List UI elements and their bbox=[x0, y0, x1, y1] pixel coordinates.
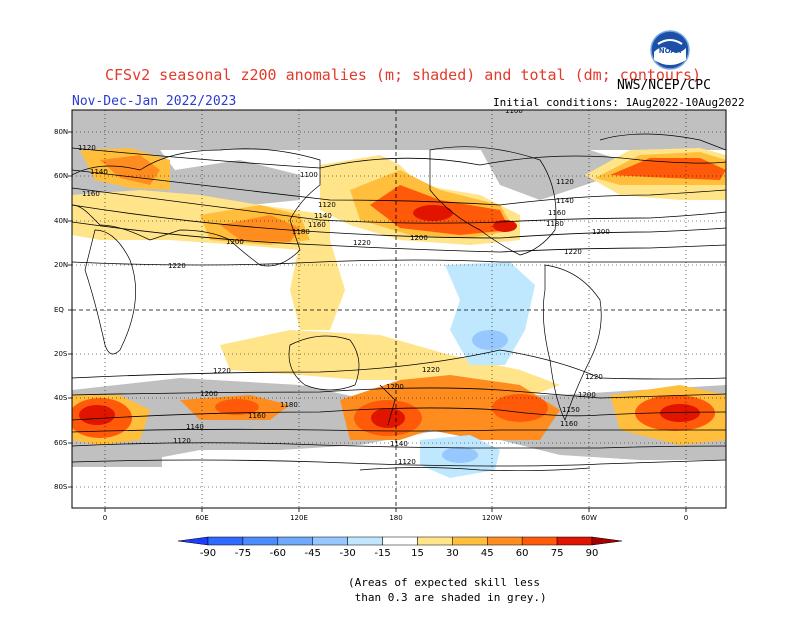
height-contours bbox=[72, 147, 726, 467]
colorbar-segment bbox=[521, 536, 558, 546]
svg-text:1220: 1220 bbox=[585, 373, 603, 381]
svg-text:1120: 1120 bbox=[398, 458, 416, 466]
colorbar-segment bbox=[277, 536, 313, 546]
svg-text:1220: 1220 bbox=[422, 366, 440, 374]
colorbar-max-arrow bbox=[591, 536, 623, 546]
negative-anomalies bbox=[420, 262, 535, 478]
svg-text:1200: 1200 bbox=[410, 234, 428, 242]
svg-text:1220: 1220 bbox=[353, 239, 371, 247]
svg-text:1220: 1220 bbox=[168, 262, 186, 270]
svg-text:1140: 1140 bbox=[314, 212, 332, 220]
lon-tick-0: 0 bbox=[102, 514, 108, 522]
svg-text:1140: 1140 bbox=[186, 423, 204, 431]
svg-text:1160: 1160 bbox=[248, 412, 266, 420]
colorbar-segment bbox=[382, 536, 418, 546]
colorbar-segment bbox=[556, 536, 593, 546]
colorbar-tick-label: 75 bbox=[550, 548, 564, 559]
svg-text:1220: 1220 bbox=[564, 248, 582, 256]
lat-tick-20s: 20S bbox=[54, 350, 68, 358]
svg-text:1180: 1180 bbox=[292, 228, 310, 236]
svg-text:1180: 1180 bbox=[546, 220, 564, 228]
lat-tick-eq: EQ bbox=[54, 306, 64, 314]
svg-text:1160: 1160 bbox=[308, 221, 326, 229]
svg-text:1140: 1140 bbox=[556, 197, 574, 205]
svg-text:1200: 1200 bbox=[386, 383, 404, 391]
colorbar-segment bbox=[242, 536, 279, 546]
contour-labels: 1120 1140 1160 1100 1120 1140 1160 1180 … bbox=[78, 107, 610, 466]
colorbar-segment bbox=[452, 536, 488, 546]
map-frame bbox=[71, 109, 727, 509]
colorbar-tick-label: -45 bbox=[304, 548, 321, 559]
lon-tick-180: 180 bbox=[389, 514, 403, 522]
skill-footnote: (Areas of expected skill less than 0.3 a… bbox=[348, 576, 547, 604]
svg-text:1160: 1160 bbox=[82, 190, 100, 198]
svg-text:1160: 1160 bbox=[560, 420, 578, 428]
colorbar-tick-label: -90 bbox=[199, 548, 217, 559]
svg-text:1120: 1120 bbox=[78, 144, 96, 152]
svg-text:1100: 1100 bbox=[505, 107, 523, 115]
svg-text:1120: 1120 bbox=[173, 437, 191, 445]
colorbar-tick-label: -30 bbox=[339, 548, 356, 559]
lat-tick-80n: 80N bbox=[54, 128, 69, 136]
lat-tick-20n: 20N bbox=[54, 261, 69, 269]
colorbar-segment bbox=[312, 536, 348, 546]
lat-tick-40s: 40S bbox=[54, 394, 68, 402]
svg-text:1160: 1160 bbox=[548, 209, 566, 217]
lon-tick-120w: 120W bbox=[481, 514, 503, 522]
lat-tick-60s: 60S bbox=[54, 439, 68, 447]
initial-conditions: Initial conditions: 1Aug2022-10Aug2022 bbox=[493, 96, 745, 109]
lat-tick-80s: 80S bbox=[54, 483, 68, 491]
colorbar-tick-label: 60 bbox=[515, 548, 529, 559]
axis-ticks bbox=[68, 131, 687, 512]
lon-tick-60w: 60W bbox=[581, 514, 597, 522]
svg-text:1140: 1140 bbox=[90, 168, 108, 176]
colorbar-tick-label: 45 bbox=[480, 548, 494, 559]
svg-text:1120: 1120 bbox=[318, 201, 336, 209]
svg-text:1140: 1140 bbox=[390, 440, 408, 448]
colorbar-tick-label: 15 bbox=[411, 548, 424, 559]
colorbar-segment bbox=[417, 536, 453, 546]
forecast-period: Nov-Dec-Jan 2022/2023 bbox=[72, 94, 237, 109]
colorbar-segment bbox=[347, 536, 383, 546]
colorbar-tick-label: -75 bbox=[234, 548, 252, 559]
svg-text:1180: 1180 bbox=[280, 401, 298, 409]
svg-text:1200: 1200 bbox=[578, 391, 596, 399]
svg-text:1100: 1100 bbox=[300, 171, 318, 179]
noaa-logo: NOAA bbox=[650, 30, 690, 70]
map-title: CFSv2 seasonal z200 anomalies (m; shaded… bbox=[105, 66, 702, 84]
svg-text:1200: 1200 bbox=[592, 228, 610, 236]
lon-tick-120e: 120E bbox=[290, 514, 308, 522]
colorbar-tick-label: 30 bbox=[445, 548, 459, 559]
colorbar-segment bbox=[487, 536, 523, 546]
svg-text:1200: 1200 bbox=[226, 238, 244, 246]
svg-text:1200: 1200 bbox=[200, 390, 218, 398]
colorbar-min-arrow bbox=[177, 536, 209, 546]
colorbar-segment bbox=[207, 536, 244, 546]
svg-text:1220: 1220 bbox=[213, 367, 231, 375]
svg-text:1120: 1120 bbox=[556, 178, 574, 186]
agency-label: NWS/NCEP/CPC bbox=[617, 78, 711, 93]
colorbar-tick-label: -15 bbox=[374, 548, 391, 559]
colorbar-tick-label: 90 bbox=[585, 548, 599, 559]
lat-lon-grid bbox=[72, 110, 726, 508]
svg-text:1150: 1150 bbox=[562, 406, 580, 414]
lon-tick-0-east: 0 bbox=[683, 514, 689, 522]
lat-tick-40n: 40N bbox=[54, 217, 69, 225]
lat-tick-60n: 60N bbox=[54, 172, 69, 180]
colorbar-tick-label: -60 bbox=[269, 548, 286, 559]
svg-text:NOAA: NOAA bbox=[659, 47, 682, 55]
lon-tick-60e: 60E bbox=[195, 514, 209, 522]
